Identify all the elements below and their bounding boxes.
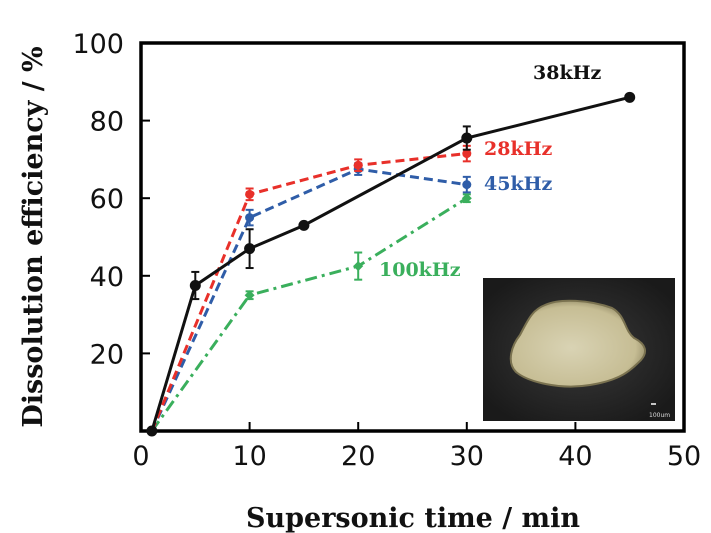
- series-layer: 100kHz 45kHz 28kHz 38kHz: [146, 62, 636, 437]
- series-label: 45kHz: [484, 173, 553, 195]
- y-axis-title: Dissolution efficiency / %: [18, 46, 49, 427]
- data-point: [245, 189, 255, 199]
- x-axis-ticks: 0 10 20 30 40 50: [132, 422, 701, 472]
- plot-frame: [139, 41, 686, 433]
- y-axis-ticks: 20 40 60 80 100: [72, 29, 150, 370]
- inset-micrograph: 100um: [483, 278, 675, 421]
- series-label: 100kHz: [379, 259, 461, 281]
- series-100kHz: 100kHz: [146, 193, 472, 436]
- data-point: [146, 425, 158, 437]
- series-line: [150, 95, 631, 432]
- series-line: [150, 152, 467, 432]
- data-point: [353, 261, 364, 272]
- series-38kHz: 38kHz: [146, 62, 636, 437]
- y-tick-label: 60: [90, 184, 124, 215]
- y-tick-label: 80: [90, 107, 124, 138]
- x-tick-label: 30: [450, 441, 484, 472]
- data-point: [189, 280, 201, 291]
- y-tick-label: 40: [90, 262, 124, 293]
- series-label: 38kHz: [533, 62, 602, 84]
- series-line: [150, 196, 468, 432]
- y-tick-label: 100: [72, 29, 124, 60]
- x-axis-title: Supersonic time / min: [246, 503, 580, 533]
- particle-shape: [509, 299, 647, 388]
- x-tick-label: 40: [558, 441, 592, 472]
- data-point: [462, 149, 472, 159]
- data-point: [461, 132, 473, 144]
- series-label: 28kHz: [484, 138, 553, 160]
- series-line: [150, 167, 468, 432]
- data-point: [245, 213, 255, 223]
- data-point: [244, 243, 256, 255]
- data-point: [462, 180, 472, 190]
- x-tick-label: 50: [667, 441, 701, 472]
- data-point: [624, 91, 636, 103]
- x-tick-label: 10: [232, 441, 266, 472]
- scale-bar-text: 100um: [649, 412, 670, 419]
- y-tick-label: 20: [90, 339, 124, 370]
- data-point: [244, 290, 255, 301]
- data-point: [353, 160, 363, 170]
- data-point: [461, 193, 472, 204]
- x-tick-label: 20: [341, 441, 375, 472]
- x-tick-label: 0: [132, 441, 149, 472]
- data-point: [298, 219, 310, 231]
